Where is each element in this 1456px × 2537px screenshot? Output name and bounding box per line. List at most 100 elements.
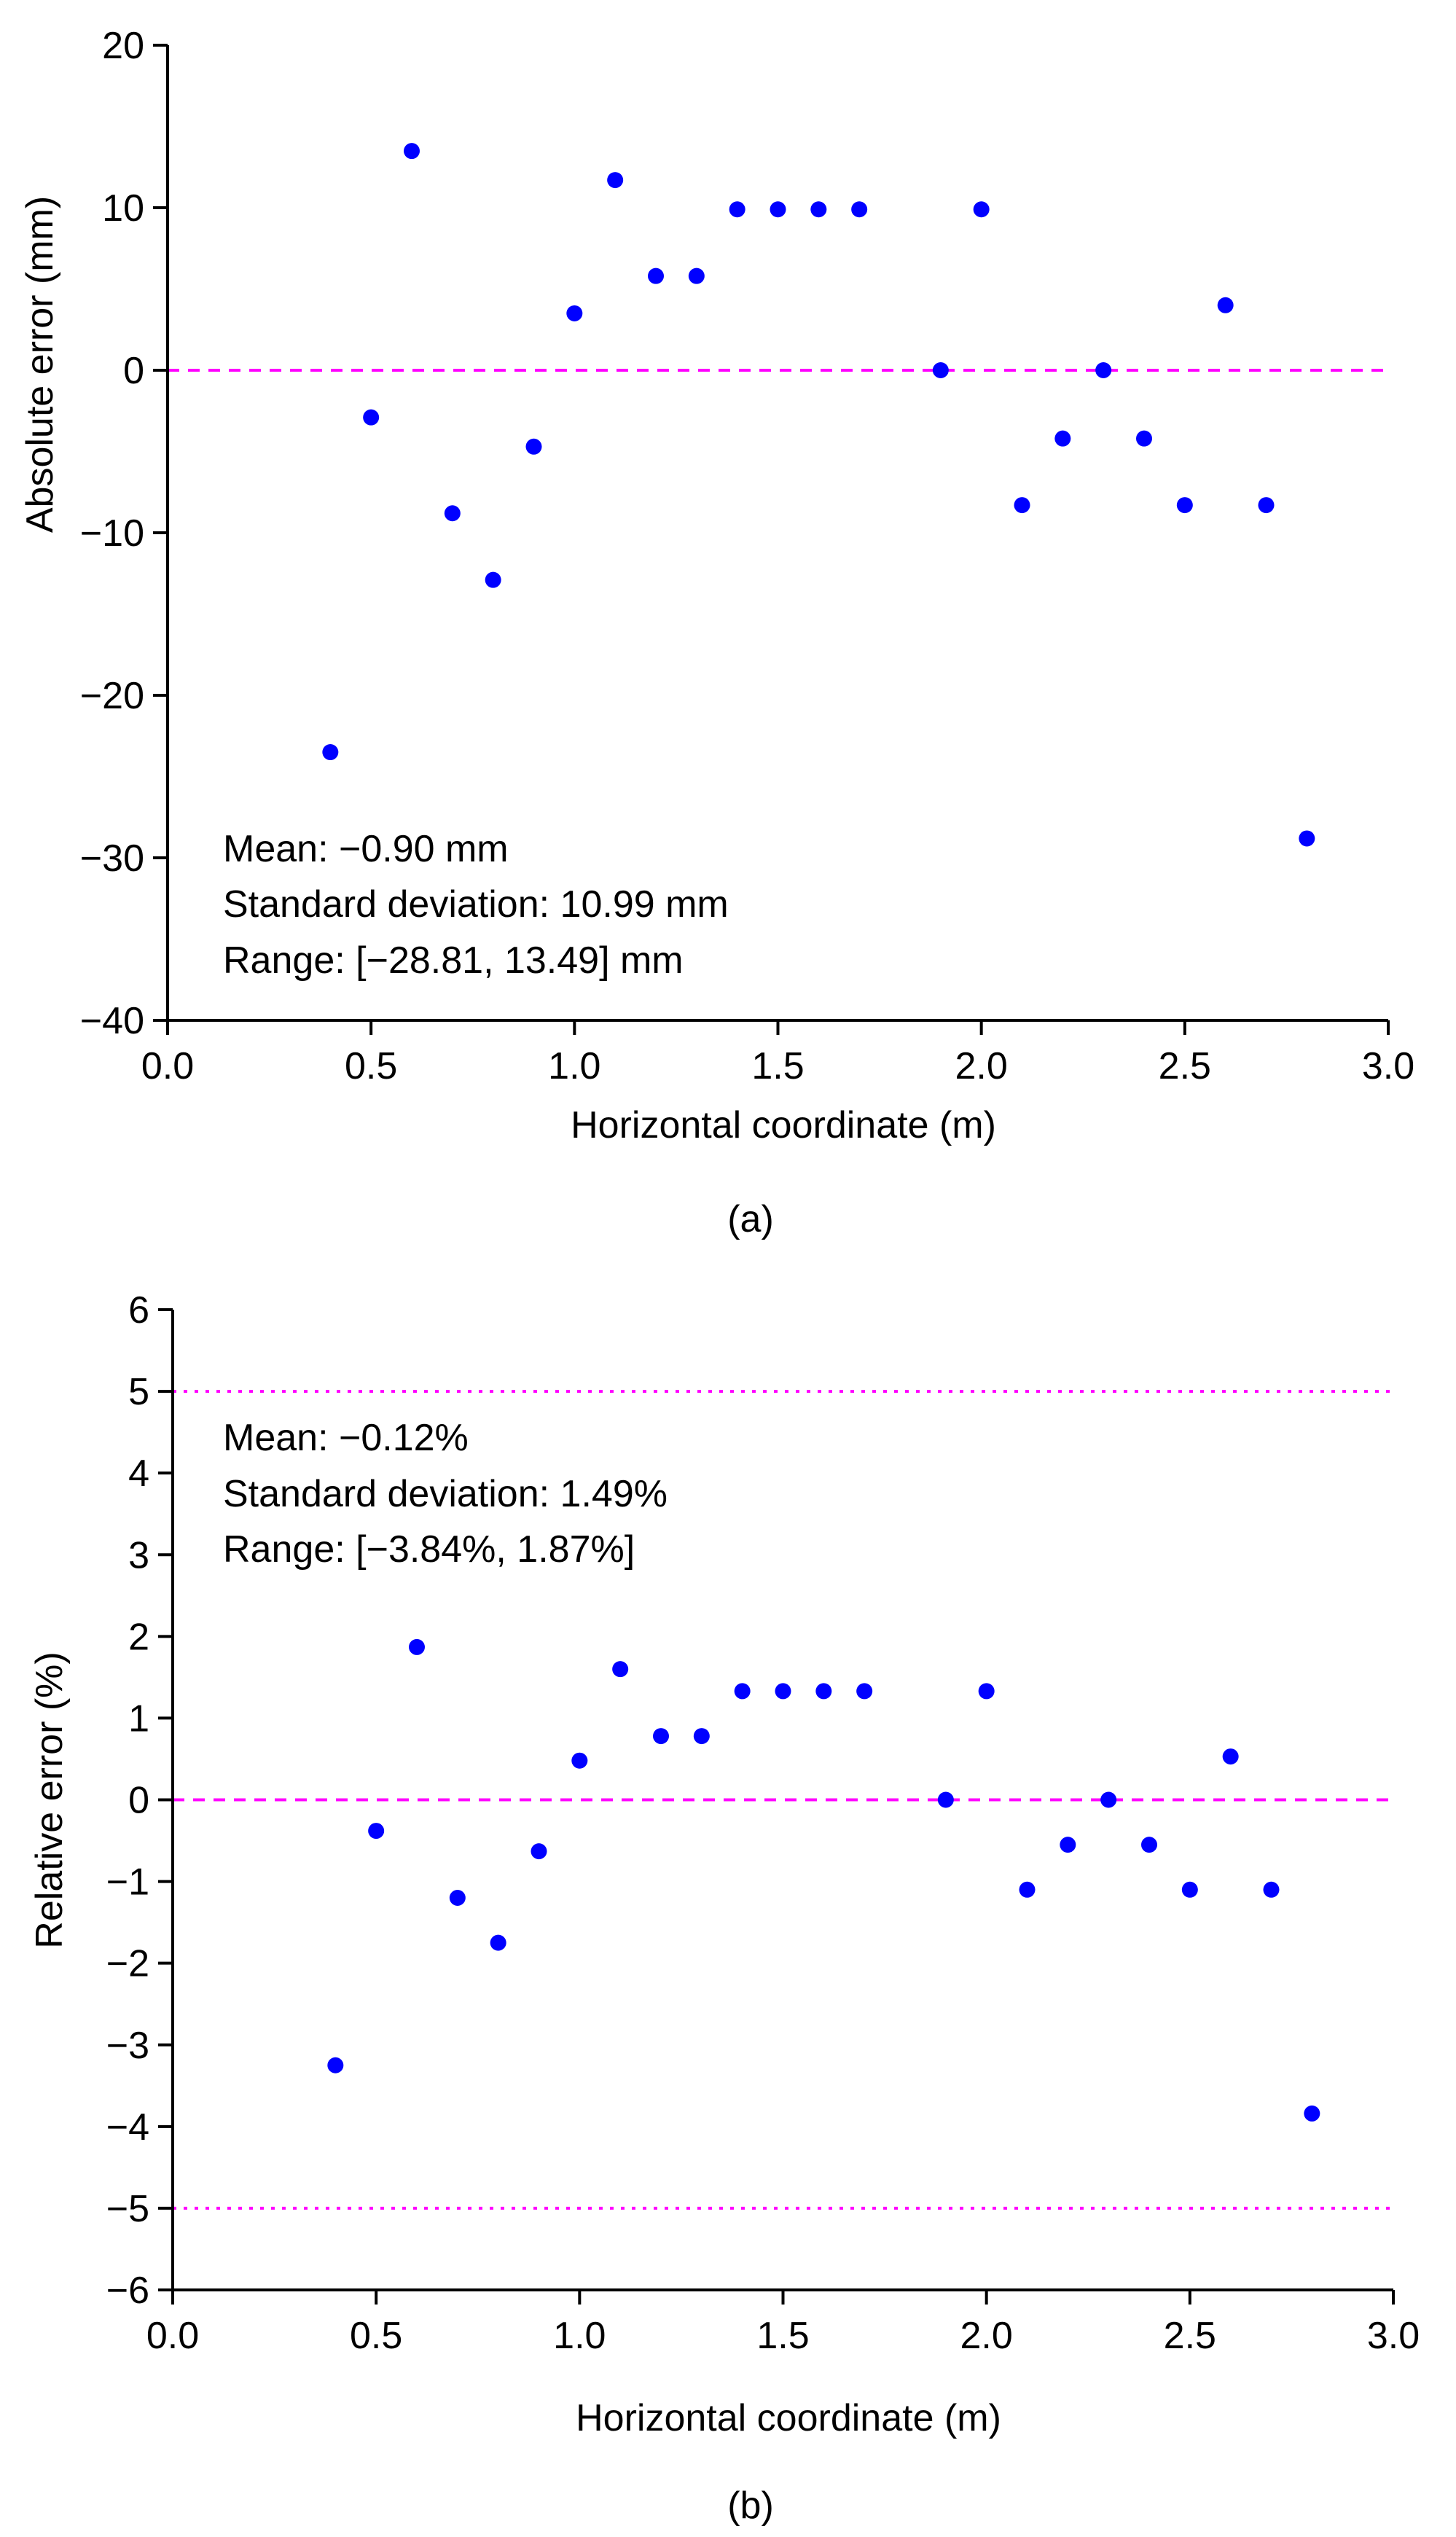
panel-a-data-point	[688, 267, 705, 284]
panel-a-data-point	[1299, 830, 1315, 847]
panel-b-x-tick-label: 0.0	[146, 2315, 199, 2357]
panel-a-y-axis-title: Absolute error (mm)	[19, 196, 61, 533]
panel-a-y-tick-label: −40	[80, 1000, 144, 1042]
panel-b-stat-range: Range: [−3.84%, 1.87%]	[223, 1528, 635, 1571]
panel-b-label: (b)	[727, 2485, 774, 2527]
panel-a-data-point	[648, 267, 664, 284]
panel-b-x-tick-label: 1.0	[553, 2315, 606, 2357]
panel-b-data-point	[409, 1638, 425, 1655]
panel-a-label: (a)	[727, 1198, 774, 1240]
panel-b-x-tick-label: 0.5	[350, 2315, 402, 2357]
panel-b-y-tick-label: 0	[128, 1780, 149, 1822]
panel-a-y-tick-label: −20	[80, 675, 144, 717]
panel-a-x-tick-label: 2.5	[1159, 1045, 1211, 1087]
panel-b-data-point	[531, 1843, 547, 1860]
panel-b-data-point	[1060, 1837, 1076, 1853]
panel-b-x-tick-label: 3.0	[1367, 2315, 1420, 2357]
panel-b-data-point	[327, 2057, 344, 2073]
panel-b-data-point	[1263, 1881, 1280, 1898]
panel-b-data-point	[1181, 1881, 1198, 1898]
panel-a-x-tick-label: 0.5	[345, 1045, 397, 1087]
panel-b-data-point	[978, 1683, 995, 1700]
panel-a-data-point	[770, 201, 786, 218]
panel-a-data-point	[1014, 497, 1030, 514]
panel-a-data-point	[1095, 362, 1112, 378]
panel-a-data-point	[1054, 430, 1071, 447]
panel-a-data-point	[851, 201, 868, 218]
panel-a-data-point	[932, 362, 949, 378]
panel-b-y-tick-label: 1	[128, 1697, 149, 1740]
panel-a-stat-range: Range: [−28.81, 13.49] mm	[223, 939, 684, 982]
panel-a-x-tick-label: 1.5	[751, 1045, 804, 1087]
panel-a-stats-annotation: Mean: −0.90 mm Standard deviation: 10.99…	[223, 828, 729, 982]
panel-a-data-point	[973, 201, 990, 218]
panel-b-data-point	[856, 1683, 873, 1700]
panel-b-y-tick-label: −5	[106, 2188, 149, 2230]
panel-a-x-tick-label: 3.0	[1362, 1045, 1414, 1087]
panel-a-data-point	[363, 409, 380, 426]
panel-a-data-point	[1258, 497, 1275, 514]
panel-b-data-point	[815, 1683, 832, 1700]
panel-a-stat-mean: Mean: −0.90 mm	[223, 828, 509, 870]
panel-b-data-point	[1141, 1837, 1157, 1853]
panel-b-y-axis-title: Relative error (%)	[28, 1651, 71, 1948]
panel-a-x-tick-label: 2.0	[955, 1045, 1008, 1087]
panel-b-relative-error: −6 −5 −4 −3 −2 −1 0 1 2 3 4 5 6 0.0 0.5 1.0 1.5 2.0 2.5 3.…	[28, 1289, 1420, 2527]
panel-b-stat-std: Standard deviation: 1.49%	[223, 1473, 668, 1515]
panel-b-y-tick-label: 2	[128, 1616, 149, 1658]
panel-a-x-tick-label: 0.0	[141, 1045, 194, 1087]
panel-b-stat-mean: Mean: −0.12%	[223, 1417, 469, 1459]
panel-a-data-point	[485, 571, 501, 588]
panel-b-data-point	[1304, 2105, 1320, 2122]
panel-b-y-tick-label: −4	[106, 2106, 149, 2149]
panel-b-data-point	[653, 1728, 669, 1745]
panel-a-x-ticks: 0.0 0.5 1.0 1.5 2.0 2.5 3.0	[141, 1020, 1414, 1087]
panel-a-data-point	[566, 305, 583, 321]
panel-a-data-point	[1136, 430, 1152, 447]
panel-b-y-tick-label: −6	[106, 2270, 149, 2312]
panel-a-y-tick-label: 20	[102, 25, 144, 67]
panel-b-x-tick-label: 2.5	[1164, 2315, 1216, 2357]
panel-b-x-tick-label: 2.0	[960, 2315, 1013, 2357]
panel-a-x-tick-label: 1.0	[548, 1045, 600, 1087]
panel-b-data-point	[734, 1683, 751, 1700]
panel-b-data-point	[1100, 1791, 1117, 1808]
panel-a-data-point	[322, 744, 339, 761]
panel-a-data-point	[444, 505, 461, 522]
panel-a-data-point	[404, 143, 420, 160]
panel-b-data-point	[612, 1661, 629, 1678]
panel-a-y-tick-label: −10	[80, 512, 144, 555]
panel-b-y-tick-label: 4	[128, 1453, 149, 1495]
panel-b-x-ticks: 0.0 0.5 1.0 1.5 2.0 2.5 3.0	[146, 2290, 1420, 2357]
panel-a-y-tick-label: 0	[123, 350, 144, 392]
panel-b-data-point	[368, 1823, 385, 1840]
panel-b-data-point	[449, 1890, 466, 1906]
panel-b-y-ticks: −6 −5 −4 −3 −2 −1 0 1 2 3 4 5 6	[106, 1289, 173, 2312]
panel-b-y-tick-label: 5	[128, 1371, 149, 1413]
panel-a-x-axis-title: Horizontal coordinate (m)	[571, 1104, 996, 1146]
panel-a-data-point	[525, 438, 542, 455]
panel-a-data-point	[1217, 297, 1234, 313]
panel-b-data-point	[1222, 1748, 1239, 1765]
panel-a-axes	[166, 45, 1388, 1022]
panel-b-y-tick-label: 6	[128, 1289, 149, 1332]
panel-a-data-point	[729, 201, 745, 218]
panel-b-x-tick-label: 1.5	[756, 2315, 809, 2357]
panel-b-points	[327, 1638, 1320, 2122]
panel-b-reference-lines	[173, 1390, 1393, 2210]
panel-b-y-tick-label: −2	[106, 1943, 149, 1985]
panel-b-y-tick-label: 3	[128, 1534, 149, 1576]
panel-b-data-point	[1019, 1881, 1036, 1898]
panel-a-y-ticks: −40 −30 −20 −10 0 10 20	[80, 25, 168, 1042]
panel-a-y-tick-label: 10	[102, 187, 144, 230]
panel-b-data-point	[937, 1791, 954, 1808]
panel-a-points	[322, 143, 1315, 847]
panel-b-stats-annotation: Mean: −0.12% Standard deviation: 1.49% R…	[223, 1417, 668, 1571]
panel-b-y-tick-label: −1	[106, 1861, 149, 1904]
panel-a-y-tick-label: −30	[80, 837, 144, 880]
panel-b-data-point	[693, 1728, 710, 1745]
panel-a-stat-std: Standard deviation: 10.99 mm	[223, 883, 729, 926]
panel-a-data-point	[1176, 497, 1193, 514]
